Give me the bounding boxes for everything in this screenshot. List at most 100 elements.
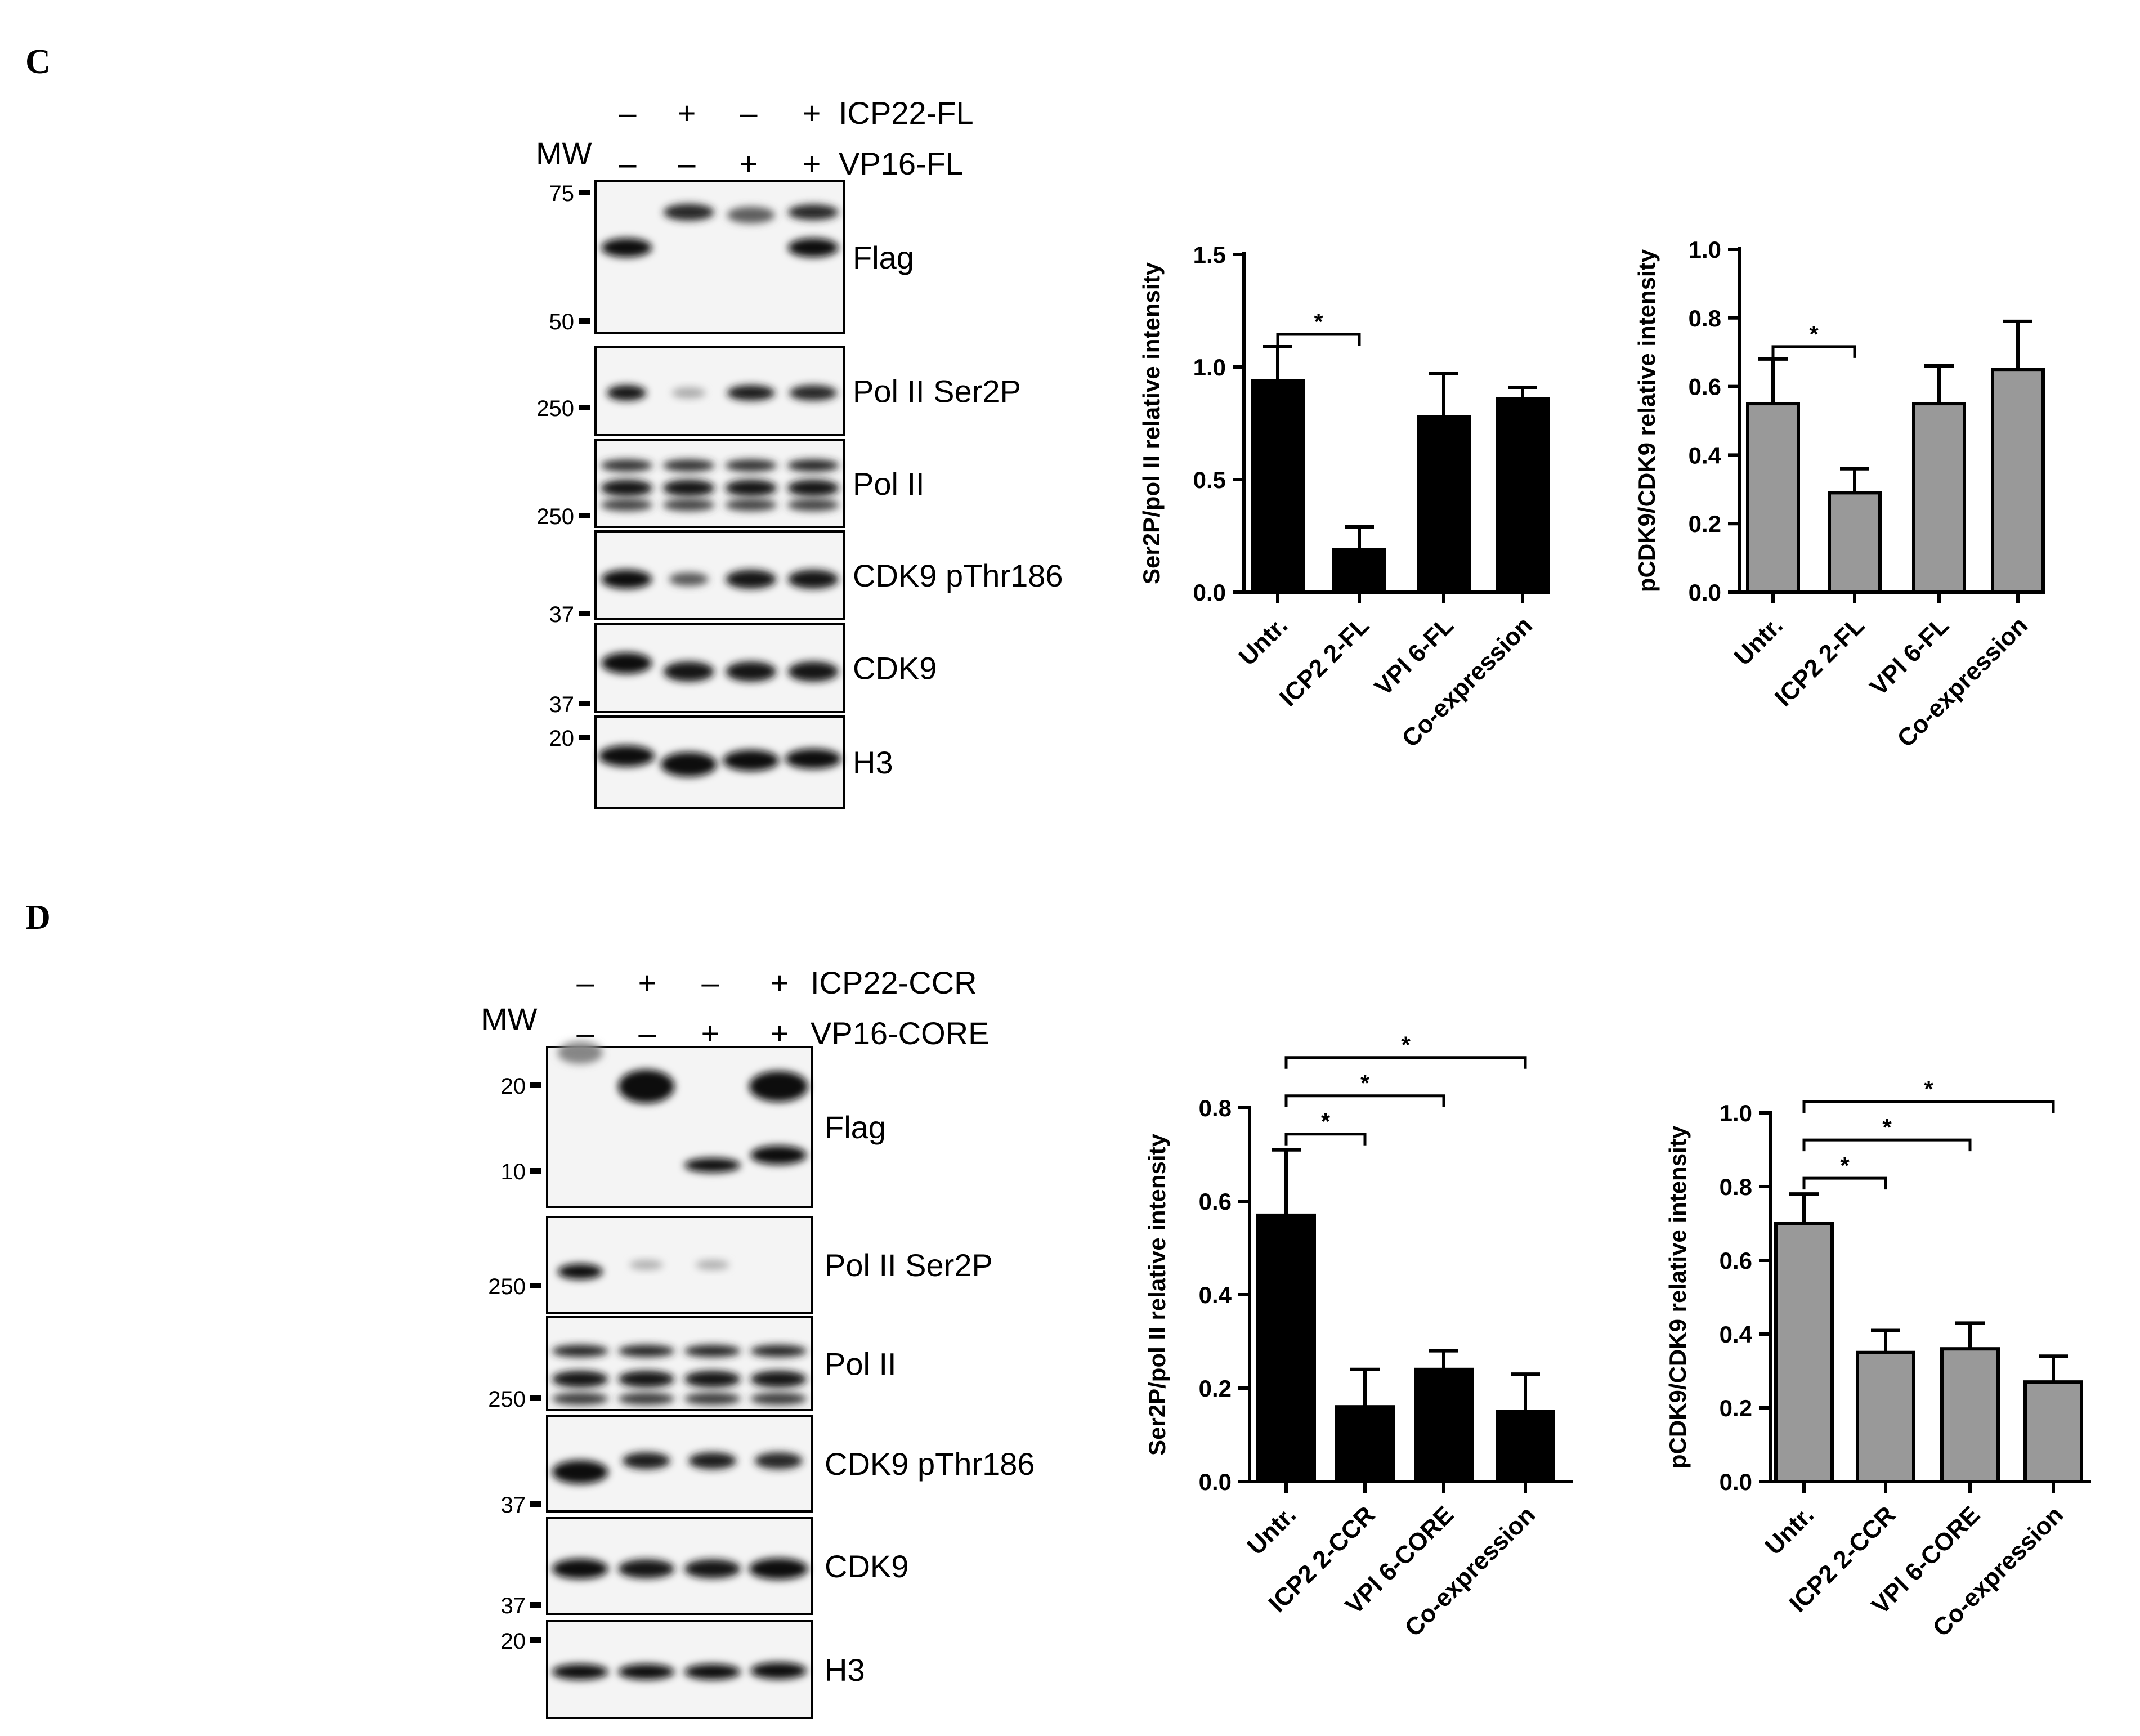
bar	[1496, 397, 1550, 594]
blot-band	[727, 385, 775, 401]
significance-label: *	[1401, 1032, 1411, 1058]
blot-strip: CDK9 pThr186 37	[549, 530, 1063, 627]
blot-strip: CDK9 37	[501, 1517, 908, 1618]
significance-bracket	[1802, 1100, 2055, 1113]
significance-bracket	[1284, 1056, 1527, 1069]
mw-marker-tick	[579, 190, 590, 195]
bar	[2023, 1380, 2083, 1483]
treatment-sign: –	[678, 146, 696, 181]
blot-band	[750, 1146, 807, 1165]
mw-marker-tick	[530, 1501, 541, 1507]
blot-band	[726, 570, 777, 589]
blot-band	[552, 1559, 608, 1579]
blot-band	[750, 1371, 807, 1388]
blot-band	[601, 459, 653, 472]
blot-band	[662, 480, 715, 496]
significance-bracket	[1802, 1138, 1972, 1152]
blot-band	[727, 207, 775, 223]
blot-strip: Pol II 250	[536, 439, 925, 529]
blot-band	[785, 749, 841, 769]
bar	[1256, 1213, 1316, 1483]
mw-marker-tick	[530, 1082, 541, 1088]
blot-band	[669, 572, 709, 586]
treatment-sign: –	[740, 95, 758, 131]
blot-strip: Pol II 250	[488, 1316, 897, 1412]
blot-label: Pol II Ser2P	[825, 1247, 993, 1283]
blot-band	[601, 570, 652, 589]
y-tick-label: 0.6	[1720, 1247, 1752, 1274]
blot-band	[660, 752, 717, 777]
mw-marker-label: 37	[549, 692, 575, 717]
blot-band	[601, 499, 653, 511]
blot-band	[663, 204, 714, 221]
bar	[1251, 379, 1305, 594]
blot-band	[552, 1460, 608, 1484]
blot-strip: H3 20	[501, 1620, 865, 1719]
y-tick-label: 0.8	[1199, 1095, 1232, 1121]
significance-label: *	[1314, 308, 1323, 335]
treatment-sign: +	[771, 965, 789, 1000]
blot-band	[723, 750, 780, 771]
blot-band	[629, 1260, 664, 1270]
blot-band	[662, 459, 715, 472]
y-axis-label: Ser2P/pol II relative intensity	[1144, 1133, 1170, 1456]
blot-band	[725, 459, 777, 472]
y-tick-label: 1.0	[1720, 1100, 1752, 1126]
mw-marker-tick	[579, 735, 590, 740]
blot-band	[725, 480, 777, 496]
y-tick-label: 0.0	[1199, 1469, 1232, 1495]
significance-bracket	[1284, 1133, 1367, 1146]
mw-marker-tick	[579, 405, 590, 410]
mw-label: MW	[536, 136, 592, 171]
bar-chart: 0.0 0.2 0.4 0.6 0.8 1.0 pCDK9/CDK9 relative in…	[1633, 236, 2045, 753]
blot-band	[618, 1559, 675, 1578]
blot-strip: H3 20	[549, 715, 893, 809]
blot-strip: CDK9 37	[549, 623, 937, 717]
y-tick-label: 1.0	[1689, 236, 1721, 263]
blot-band	[684, 1158, 741, 1173]
treatment-sign: +	[803, 146, 821, 181]
significance-bracket	[1802, 1176, 1887, 1190]
blot-label: Flag	[825, 1109, 886, 1145]
mw-marker-tick	[530, 1283, 541, 1288]
y-tick-label: 0.2	[1689, 511, 1721, 537]
blot-band	[607, 385, 647, 401]
significance-bracket	[1771, 345, 1856, 358]
blot-label: H3	[853, 745, 893, 780]
mw-marker-label: 20	[501, 1629, 526, 1654]
x-tick-label: Untr.	[1242, 1501, 1302, 1560]
y-axis-label: pCDK9/CDK9 relative intensity	[1633, 249, 1660, 592]
bar	[1332, 548, 1386, 594]
mw-marker-label: 37	[501, 1594, 526, 1618]
bar-chart: 0.0 0.5 1.0 1.5 Ser2P/pol II relative intens…	[1138, 241, 1550, 753]
blot-band	[684, 1345, 741, 1357]
significance-label: *	[1882, 1114, 1892, 1140]
blot-band	[601, 238, 652, 257]
significance-label: *	[1321, 1108, 1331, 1135]
blot-band	[726, 661, 777, 682]
y-tick-label: 0.0	[1689, 579, 1721, 606]
bar	[1335, 1405, 1395, 1483]
blot-band	[684, 1664, 741, 1680]
blot-band	[618, 1070, 675, 1103]
mw-marker-label: 250	[536, 396, 574, 421]
bar-chart: 0.0 0.2 0.4 0.6 0.8 1.0 pCDK9/CDK9 relative in…	[1664, 1076, 2091, 1642]
mw-marker-tick	[530, 1168, 541, 1174]
blot-label: CDK9	[853, 651, 937, 686]
bar	[1828, 491, 1882, 594]
treatment-sign: +	[740, 146, 758, 181]
bar	[1856, 1350, 1915, 1483]
y-tick-label: 0.6	[1199, 1188, 1232, 1215]
blot-band	[618, 1371, 675, 1388]
blot-band	[557, 1264, 603, 1279]
mw-marker-label: 20	[549, 726, 575, 751]
blot-band	[684, 1393, 741, 1405]
mw-marker-label: 20	[501, 1074, 526, 1099]
bar	[1991, 368, 2045, 594]
mw-marker-tick	[579, 513, 590, 518]
blot-band	[787, 499, 839, 511]
treatment-sign: –	[619, 95, 637, 131]
blot-band	[552, 1393, 608, 1405]
blot-strip: CDK9 pThr186 37	[501, 1415, 1035, 1518]
